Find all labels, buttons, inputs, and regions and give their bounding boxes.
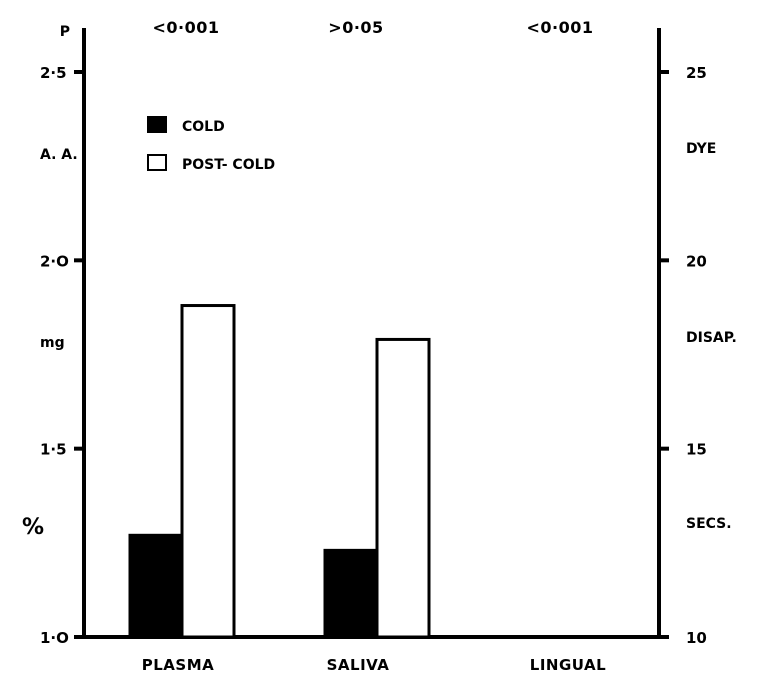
bar-plasma-cold [128, 533, 184, 639]
right-axis-label-disap: DISAP. [686, 330, 737, 346]
right-axis-label-secs: SECS. [686, 516, 732, 532]
bar-saliva-post-cold [375, 337, 431, 639]
left-tick-label: 1·O [40, 629, 69, 647]
right-ticks: 10 15 20 25 [659, 64, 707, 647]
left-axis-label-mg: mg [40, 335, 65, 351]
legend-label-post-cold: POST- COLD [182, 157, 275, 173]
right-tick-label: 10 [686, 629, 707, 647]
bar-plasma-post-cold [180, 304, 236, 639]
category-label-lingual: LINGUAL [530, 656, 606, 674]
p-value-label: <0·001 [152, 18, 219, 37]
legend: COLD POST- COLD [147, 116, 275, 173]
left-tick-label: 1·5 [40, 441, 67, 459]
bar-saliva-cold [323, 548, 379, 639]
left-axis-title-p: P [60, 24, 70, 40]
left-axis-label-aa: A. A. [40, 147, 78, 163]
left-ticks: 1·O 1·5 2·O 2·5 [40, 64, 84, 647]
left-tick-label: 2·5 [40, 64, 67, 82]
legend-swatch-cold [147, 116, 167, 133]
category-label-plasma: PLASMA [142, 656, 215, 674]
legend-label-cold: COLD [182, 119, 225, 135]
right-axis-label-dye: DYE [686, 141, 716, 157]
right-tick-label: 20 [686, 252, 707, 270]
category-label-saliva: SALIVA [327, 656, 390, 674]
p-value-label: >0·05 [328, 18, 383, 37]
bars [128, 304, 431, 639]
left-axis-label-percent: % [22, 515, 44, 540]
p-value-label: <0·001 [526, 18, 593, 37]
right-tick-label: 15 [686, 441, 707, 459]
category-labels: PLASMA SALIVA LINGUAL [142, 656, 606, 674]
left-tick-label: 2·O [40, 252, 69, 270]
p-value-labels: <0·001 >0·05 <0·001 [152, 18, 593, 37]
legend-swatch-post-cold [147, 154, 167, 171]
right-tick-label: 25 [686, 64, 707, 82]
